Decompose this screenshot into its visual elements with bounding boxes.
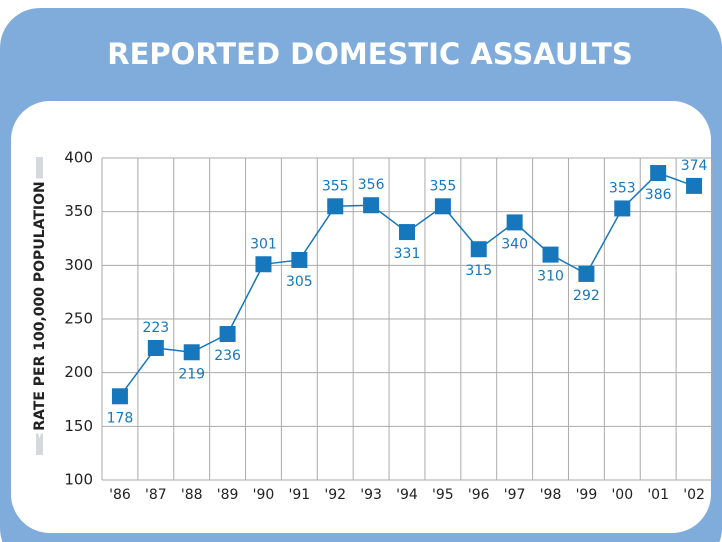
value-label: 386	[645, 187, 672, 203]
value-label: 355	[322, 178, 349, 194]
data-point	[470, 241, 487, 258]
x-tick-label: '91	[289, 487, 311, 503]
value-label: 223	[142, 320, 169, 336]
value-label: 219	[178, 366, 205, 382]
data-point	[147, 339, 164, 356]
x-tick-label: '94	[396, 487, 418, 503]
chart-title: REPORTED DOMESTIC ASSAULTS	[107, 37, 632, 71]
value-label: 292	[573, 288, 600, 304]
y-tick-label: 350	[64, 202, 93, 220]
data-point	[542, 246, 559, 263]
y-tick-label: 400	[64, 149, 93, 167]
y-label-bar	[36, 157, 43, 455]
x-tick-label: '97	[504, 487, 526, 503]
x-tick-label: '87	[145, 487, 167, 503]
data-point	[578, 265, 595, 282]
data-point	[363, 197, 380, 214]
y-tick-label: 200	[64, 363, 93, 381]
value-label: 315	[465, 263, 492, 279]
data-point	[183, 344, 200, 361]
data-point	[686, 177, 703, 194]
y-tick-label: 250	[64, 310, 93, 328]
value-label: 340	[501, 236, 528, 252]
y-tick-label: 300	[64, 256, 93, 274]
value-label: 356	[358, 177, 385, 193]
data-point	[614, 200, 631, 217]
x-tick-label: '02	[683, 487, 705, 503]
x-tick-label: '86	[109, 487, 131, 503]
x-tick-label: '95	[432, 487, 454, 503]
x-tick-label: '88	[181, 487, 203, 503]
data-point	[650, 165, 667, 182]
data-point	[111, 388, 128, 405]
x-tick-label: '96	[468, 487, 490, 503]
x-tick-label: '93	[360, 487, 382, 503]
data-point	[291, 251, 308, 268]
value-label: 178	[107, 410, 134, 426]
value-label: 331	[394, 246, 421, 262]
y-tick-label: 150	[64, 417, 93, 435]
value-label: 305	[286, 274, 313, 290]
x-tick-label: '00	[611, 487, 633, 503]
plot-panel	[9, 99, 713, 535]
value-label: 301	[250, 236, 277, 252]
x-tick-label: '01	[647, 487, 669, 503]
x-tick-label: '92	[324, 487, 346, 503]
data-point	[327, 198, 344, 215]
data-point	[506, 214, 523, 231]
value-label: 236	[214, 348, 241, 364]
x-tick-label: '89	[217, 487, 239, 503]
x-tick-label: '98	[540, 487, 562, 503]
value-label: 374	[681, 158, 708, 174]
x-tick-label: '90	[253, 487, 275, 503]
y-axis-label: RATE PER 100,000 POPULATION	[32, 181, 48, 430]
y-tick-label: 100	[64, 471, 93, 489]
data-point	[434, 198, 451, 215]
data-point	[255, 256, 272, 273]
value-label: 355	[430, 178, 457, 194]
x-tick-label: '99	[576, 487, 598, 503]
data-point	[399, 224, 415, 241]
data-point	[219, 326, 236, 343]
value-label: 353	[609, 180, 636, 196]
value-label: 310	[537, 269, 564, 285]
